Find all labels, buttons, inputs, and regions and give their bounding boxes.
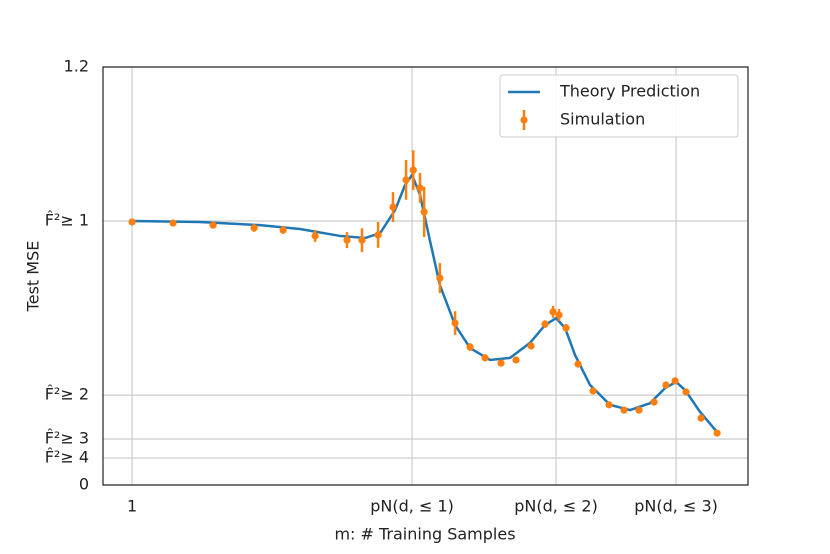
y-tick-label: F̂²≥ 3 bbox=[45, 429, 89, 448]
theory-line bbox=[132, 172, 719, 433]
sim-point bbox=[409, 166, 417, 174]
sim-point bbox=[416, 184, 424, 192]
sim-point bbox=[466, 343, 474, 351]
sim-point bbox=[250, 224, 258, 232]
sim-point bbox=[279, 226, 287, 234]
y-tick-label: F̂²≥ 2 bbox=[45, 385, 89, 404]
sim-point bbox=[635, 406, 643, 414]
x-tick-label: 1 bbox=[127, 497, 137, 516]
sim-point bbox=[541, 320, 549, 328]
sim-point bbox=[555, 311, 563, 319]
sim-point bbox=[420, 208, 428, 216]
sim-point bbox=[311, 232, 319, 240]
x-tick-label: pN(d, ≤ 1) bbox=[370, 497, 454, 516]
sim-point bbox=[358, 236, 366, 244]
sim-point bbox=[682, 388, 690, 396]
sim-point bbox=[436, 274, 444, 282]
sim-point bbox=[512, 356, 520, 364]
x-tick-label: pN(d, ≤ 3) bbox=[634, 497, 718, 516]
x-axis-label: m: # Training Samples bbox=[334, 525, 515, 544]
sim-point bbox=[671, 377, 679, 385]
sim-point bbox=[697, 414, 705, 422]
legend-label: Simulation bbox=[560, 110, 645, 129]
sim-point bbox=[169, 219, 177, 227]
y-tick-label: 0 bbox=[79, 475, 89, 494]
sim-point bbox=[589, 387, 597, 395]
sim-point bbox=[497, 359, 505, 367]
sim-point bbox=[620, 406, 628, 414]
sim-point bbox=[343, 236, 351, 244]
x-tick-label: pN(d, ≤ 2) bbox=[514, 497, 598, 516]
y-axis-label: Test MSE bbox=[24, 241, 43, 313]
sim-point bbox=[650, 398, 658, 406]
sim-point bbox=[209, 221, 217, 229]
y-tick-label: F̂²≥ 1 bbox=[45, 210, 89, 229]
sim-point bbox=[374, 231, 382, 239]
sim-point bbox=[481, 354, 489, 362]
sim-point bbox=[402, 176, 410, 184]
y-tick-label: 1.2 bbox=[64, 57, 89, 76]
y-tick-label: F̂²≥ 4 bbox=[45, 448, 89, 467]
legend-swatch bbox=[520, 116, 528, 124]
plot-frame bbox=[102, 66, 749, 486]
sim-point bbox=[549, 308, 557, 316]
sim-point bbox=[562, 324, 570, 332]
legend-label: Theory Prediction bbox=[559, 82, 700, 101]
legend-box bbox=[499, 74, 739, 138]
sim-point bbox=[605, 401, 613, 409]
sim-point bbox=[128, 218, 136, 226]
sim-point bbox=[574, 360, 582, 368]
sim-point bbox=[389, 203, 397, 211]
sim-point bbox=[451, 319, 459, 327]
sim-point bbox=[527, 342, 535, 350]
sim-point bbox=[713, 429, 721, 437]
sim-point bbox=[662, 381, 670, 389]
